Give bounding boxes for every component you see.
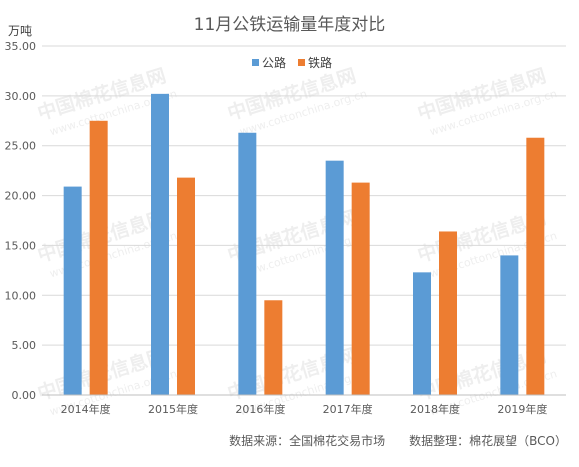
x-tick-label: 2015年度 <box>148 402 198 416</box>
bar-road <box>500 255 519 395</box>
legend-label: 公路 <box>262 55 286 70</box>
bar-road <box>325 160 344 395</box>
y-tick-label: 5.00 <box>12 339 37 352</box>
axes: 2014年度 2015年度 2016年度 2017年度 2018年度 2019年度 <box>42 394 566 416</box>
legend-swatch <box>298 59 305 66</box>
source-note: 数据来源：全国棉花交易市场 数据整理：棉花展望（BCO） <box>229 434 567 448</box>
y-tick-label: 30.00 <box>5 90 37 103</box>
legend-swatch <box>252 59 259 66</box>
bar-road <box>238 132 257 395</box>
x-tick-label: 2018年度 <box>410 402 460 416</box>
bar-rail <box>351 182 370 395</box>
y-tick-label: 15.00 <box>5 239 37 252</box>
bar-road <box>63 186 82 395</box>
bar-road <box>151 93 169 395</box>
y-axis-unit: 万吨 <box>8 24 33 38</box>
x-tick-label: 2017年度 <box>323 402 373 416</box>
bar-rail <box>526 137 545 396</box>
bars <box>63 93 545 396</box>
y-tick-label: 35.00 <box>5 40 37 53</box>
bar-road <box>413 272 431 395</box>
y-tick-label: 0.00 <box>12 389 37 402</box>
bar-rail <box>89 120 108 396</box>
bar-rail <box>177 177 195 395</box>
y-tick-label: 25.00 <box>5 140 37 153</box>
y-tick-label: 20.00 <box>5 190 37 203</box>
legend: 公路 铁路 <box>252 55 332 70</box>
x-tick-label: 2016年度 <box>235 402 285 416</box>
y-tick-label: 10.00 <box>5 289 37 302</box>
chart-title: 11月公铁运输量年度对比 <box>193 15 386 35</box>
x-tick-label: 2014年度 <box>61 402 111 416</box>
legend-label: 铁路 <box>308 55 332 70</box>
gridlines: 0.00 5.00 10.00 15.00 20.00 25.00 30.00 35.00 <box>5 40 566 402</box>
bar-rail <box>264 300 283 395</box>
bar-rail <box>439 231 457 395</box>
x-tick-label: 2019年度 <box>497 402 547 416</box>
